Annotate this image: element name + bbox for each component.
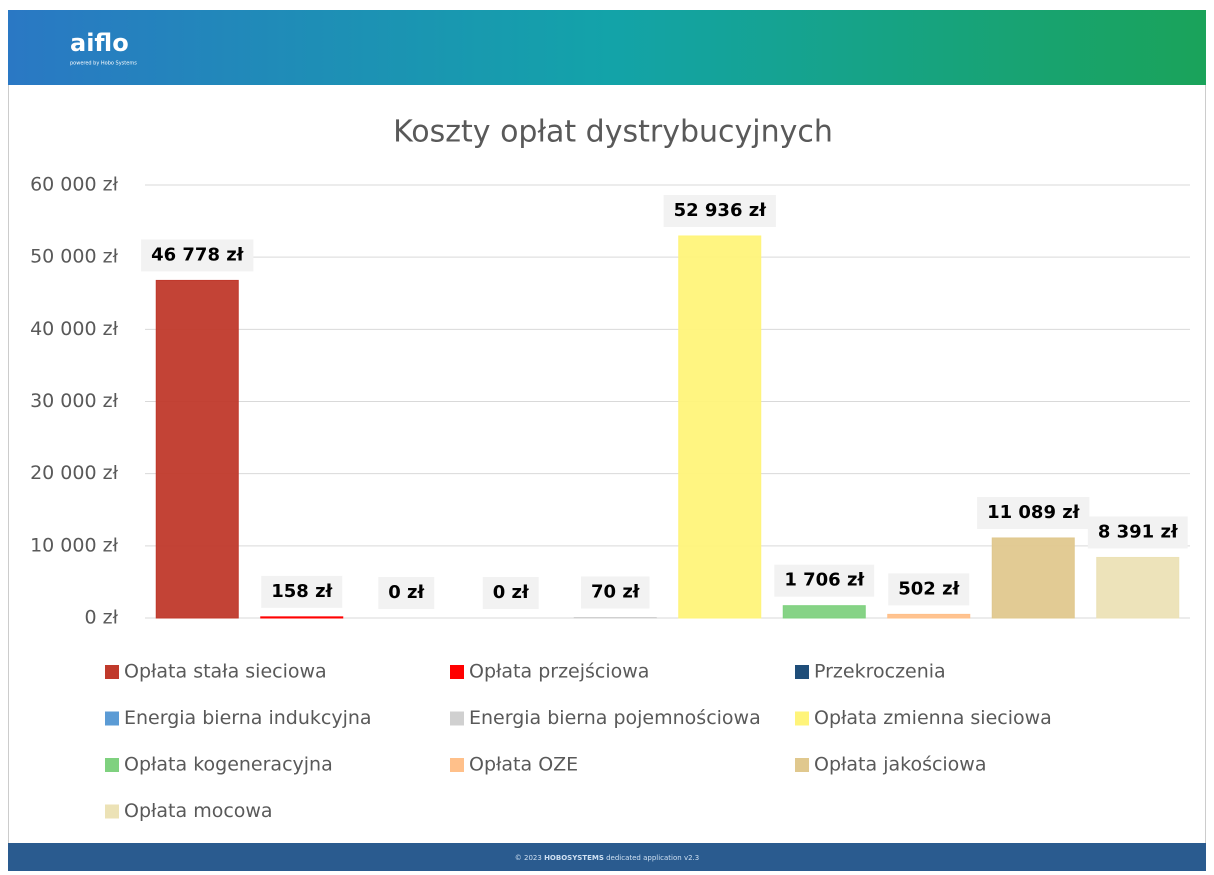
bar [155, 279, 239, 619]
legend-label: Opłata kogeneracyjna [124, 754, 333, 776]
value-label: 158 zł [271, 581, 333, 602]
legend-label: Opłata jakościowa [814, 754, 987, 776]
legend-swatch [105, 665, 119, 679]
legend-swatch [450, 665, 464, 679]
y-tick-label: 30 000 zł [30, 390, 118, 412]
legend-swatch [450, 758, 464, 772]
bar [260, 616, 344, 619]
legend-label: Opłata OZE [469, 754, 578, 776]
y-tick-label: 50 000 zł [30, 246, 118, 268]
legend-label: Energia bierna indukcyjna [124, 707, 372, 729]
legend-label: Opłata stała sieciowa [124, 661, 327, 683]
footer-prefix: © 2023 [515, 854, 542, 862]
value-label-bg [581, 576, 650, 609]
value-label: 0 zł [388, 582, 425, 603]
legend-label: Przekroczenia [814, 661, 946, 683]
y-tick-label: 20 000 zł [30, 462, 118, 484]
value-label: 52 936 zł [674, 200, 768, 221]
value-label-bg [141, 239, 254, 272]
value-label: 8 391 zł [1098, 521, 1179, 542]
value-label-bg [378, 577, 435, 609]
legend-swatch [795, 665, 809, 679]
value-label: 1 706 zł [784, 570, 865, 591]
chart-title: Koszty opłat dystrybucyjnych [393, 115, 833, 150]
value-label-bg [977, 496, 1090, 529]
y-tick-label: 40 000 zł [30, 318, 118, 340]
value-label-bg [261, 575, 343, 608]
bar [678, 235, 762, 619]
footer-brand: HOBOSYSTEMS [544, 854, 604, 862]
value-label-bg [1087, 516, 1188, 549]
legend-swatch [105, 804, 119, 819]
legend-swatch [795, 758, 809, 772]
legend-swatch [105, 711, 119, 726]
value-label: 46 778 zł [151, 244, 245, 265]
footer-suffix: dedicated application v2.3 [606, 854, 699, 862]
logo[interactable]: aiflo [70, 29, 129, 57]
legend-swatch [450, 711, 464, 726]
value-label-bg [663, 194, 776, 227]
legend-label: Energia bierna pojemnościowa [469, 707, 761, 729]
y-tick-label: 10 000 zł [30, 534, 118, 556]
legend-label: Opłata przejściowa [469, 661, 649, 683]
value-label-bg [482, 577, 539, 609]
value-label: 11 089 zł [987, 502, 1081, 523]
bar [1096, 556, 1180, 619]
bar [782, 605, 866, 619]
y-tick-label: 60 000 zł [30, 174, 118, 196]
value-label: 0 zł [493, 582, 530, 603]
legend-swatch [105, 758, 119, 772]
tagline: powered by Hobo Systems [70, 61, 137, 67]
legend-label: Opłata zmienna sieciowa [814, 707, 1052, 729]
bar [991, 537, 1075, 619]
plot: 0 zł 10 000 zł 20 000 zł 30 000 zł 40 000 zł… [30, 174, 1190, 822]
legend-label: Opłata mocowa [124, 800, 273, 822]
value-label-bg [774, 564, 875, 597]
header [8, 10, 1206, 85]
footer-text: © 2023 HOBOSYSTEMS dedicated application… [515, 854, 699, 862]
footer [8, 843, 1206, 871]
value-label: 502 zł [898, 578, 960, 599]
bar [573, 616, 657, 619]
y-tick-label: 0 zł [84, 607, 118, 629]
legend-swatch [795, 711, 809, 726]
bar [887, 613, 971, 619]
value-label-bg [888, 573, 970, 606]
value-label: 70 zł [591, 581, 641, 602]
